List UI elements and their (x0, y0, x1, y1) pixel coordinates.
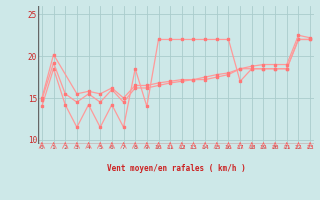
X-axis label: Vent moyen/en rafales ( km/h ): Vent moyen/en rafales ( km/h ) (107, 164, 245, 173)
